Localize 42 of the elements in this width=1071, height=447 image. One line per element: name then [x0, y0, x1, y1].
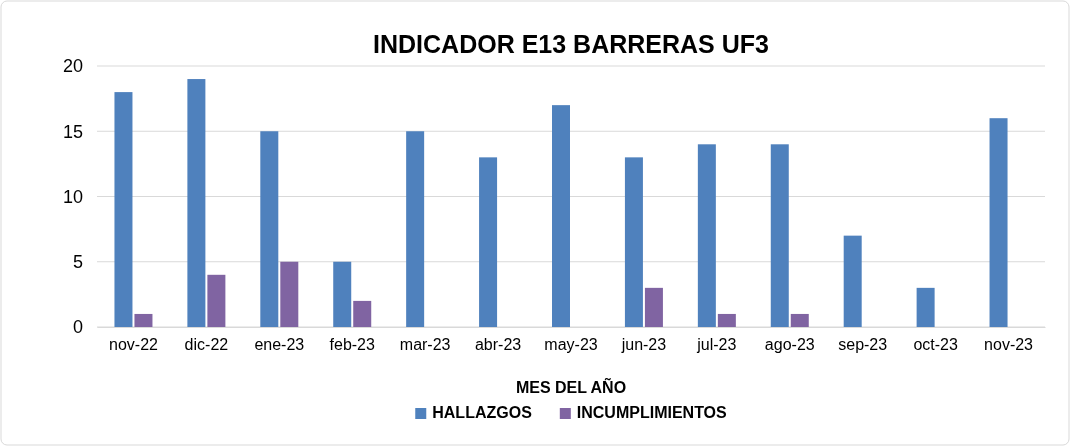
bar: [187, 79, 206, 327]
x-tick-label: dic-22: [184, 336, 229, 354]
bar: [552, 105, 570, 327]
x-tick-label: jun-23: [620, 336, 667, 354]
x-tick-label: mar-23: [399, 336, 451, 354]
bar: [697, 144, 716, 327]
bar: [134, 313, 153, 327]
x-tick-label: sep-23: [838, 336, 888, 354]
y-tick-label: 15: [62, 121, 83, 142]
y-tick-label: 10: [62, 186, 83, 207]
x-tick-label: jul-23: [696, 336, 737, 354]
bar: [207, 274, 226, 327]
bar: [280, 261, 299, 327]
x-tick-label: oct-23: [913, 336, 958, 354]
bar: [770, 144, 789, 327]
x-tick-label: may-23: [544, 336, 598, 354]
x-axis-title: MES DEL AÑO: [515, 377, 627, 396]
chart-title: INDICADOR E13 BARRERAS UF3: [373, 30, 769, 58]
legend-label: HALLAZGOS: [432, 404, 533, 421]
bar: [406, 131, 425, 327]
bar: [624, 157, 643, 327]
bar: [843, 235, 862, 327]
x-tick-label: abr-23: [474, 336, 522, 354]
y-tick-label: 5: [72, 252, 83, 273]
y-tick-label: 0: [72, 317, 83, 338]
legend-label: INCUMPLIMIENTOS: [576, 404, 728, 421]
x-tick-label: feb-23: [329, 336, 376, 354]
x-tick-label: nov-23: [984, 336, 1034, 354]
x-tick-label: ago-23: [764, 336, 815, 354]
x-tick-label: nov-22: [109, 336, 159, 354]
bar: [479, 157, 498, 327]
bar: [353, 300, 372, 327]
bar: [989, 118, 1008, 327]
bar: [916, 287, 935, 327]
bar: [717, 313, 736, 327]
bar: [260, 131, 279, 327]
y-tick-label: 20: [62, 56, 83, 77]
bar: [790, 313, 809, 327]
bar: [114, 92, 133, 327]
x-tick-label: ene-23: [254, 336, 305, 354]
bar: [644, 287, 663, 327]
bar: [333, 261, 352, 327]
